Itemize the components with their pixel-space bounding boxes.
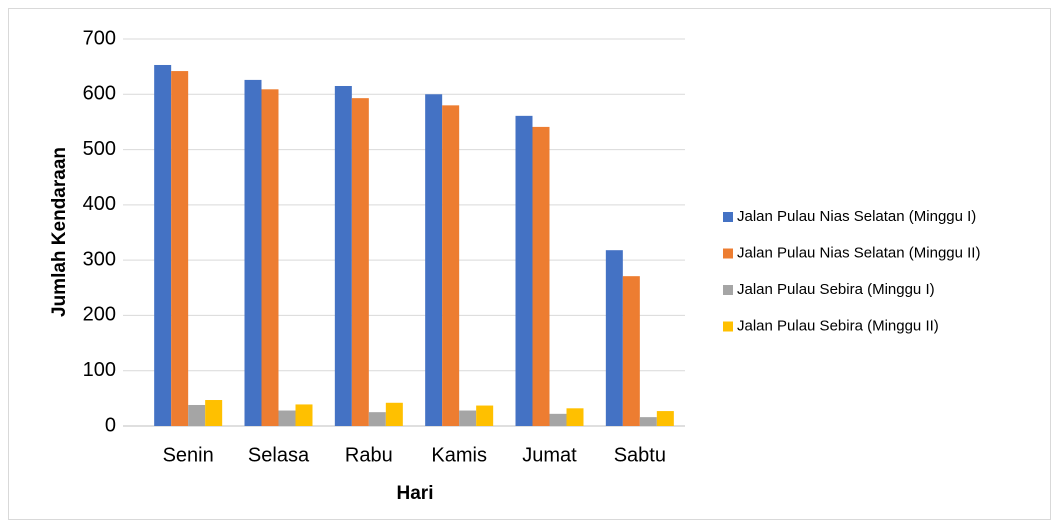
x-tick-label: Senin <box>163 444 214 466</box>
bar <box>351 98 369 427</box>
legend-label: Jalan Pulau Sebira (Minggu II) <box>737 317 939 334</box>
bar <box>605 250 623 426</box>
x-axis-label: Hari <box>397 483 434 504</box>
x-tick-label: Sabtu <box>614 444 666 466</box>
bar <box>425 94 443 427</box>
y-tick-label: 700 <box>83 27 116 49</box>
bar <box>442 105 460 426</box>
y-tick-label: 400 <box>83 193 116 215</box>
legend-label: Jalan Pulau Nias Selatan (Minggu I) <box>737 208 976 225</box>
bar <box>244 79 262 426</box>
bar <box>622 276 640 426</box>
x-tick-label: Jumat <box>522 444 577 466</box>
bar <box>154 64 172 426</box>
bar <box>515 115 533 427</box>
legend-swatch <box>723 321 733 332</box>
y-tick-label: 100 <box>83 359 116 381</box>
y-tick-label: 300 <box>83 248 116 270</box>
bar <box>278 410 296 426</box>
bar <box>639 417 657 426</box>
legend-label: Jalan Pulau Sebira (Minggu I) <box>737 281 935 298</box>
bar <box>566 408 584 426</box>
legend-swatch <box>723 212 733 222</box>
y-tick-label: 200 <box>83 304 116 326</box>
bar <box>295 404 313 426</box>
bar <box>459 410 477 426</box>
y-axis-label: Jumlah Kendaraan <box>49 147 70 317</box>
legend-label: Jalan Pulau Nias Selatan (Minggu II) <box>737 244 980 261</box>
bar <box>171 71 189 427</box>
bar <box>368 412 386 426</box>
bar <box>334 85 352 426</box>
y-tick-label: 500 <box>83 138 116 160</box>
bar <box>532 126 550 426</box>
x-tick-label: Rabu <box>345 444 393 466</box>
bar <box>261 89 279 426</box>
y-tick-label: 600 <box>83 83 116 105</box>
bar <box>205 400 223 426</box>
legend-swatch <box>723 248 733 259</box>
x-tick-label: Selasa <box>248 444 310 466</box>
legend-swatch <box>723 285 733 295</box>
bar <box>476 405 494 426</box>
x-tick-label: Kamis <box>431 444 487 466</box>
bar <box>385 402 403 426</box>
bar <box>656 411 674 426</box>
bar <box>549 413 567 426</box>
y-tick-label: 0 <box>105 414 116 436</box>
bar <box>188 404 206 426</box>
